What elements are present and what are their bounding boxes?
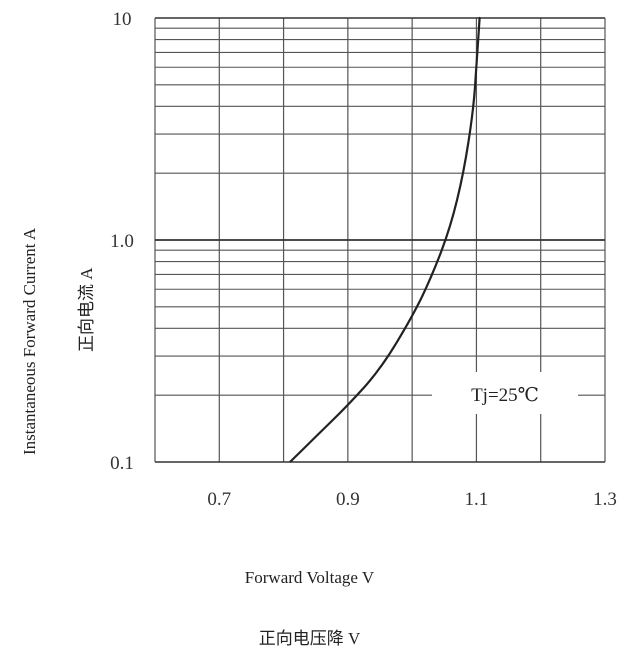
annotation-box: Tj=25℃ [432,372,578,414]
y-tick-label: 1.0 [110,231,134,252]
y-axis-label: Instantaneous Forward Current A [20,227,39,455]
x-axis-label-cn: 正向电压降 V [0,624,627,649]
annotation-label: Tj=25℃ [471,385,539,406]
y-axis-label-cn: 正向电流 A [77,267,96,352]
x-tick-label: 1.3 [593,489,617,510]
x-tick-label: 1.1 [465,489,489,510]
y-tick-label: 10 [113,9,132,30]
x-tick-label: 0.9 [336,489,360,510]
x-axis-label: Forward Voltage V [0,568,627,588]
x-tick-label: 0.7 [207,489,231,510]
y-tick-label: 0.1 [110,453,134,474]
